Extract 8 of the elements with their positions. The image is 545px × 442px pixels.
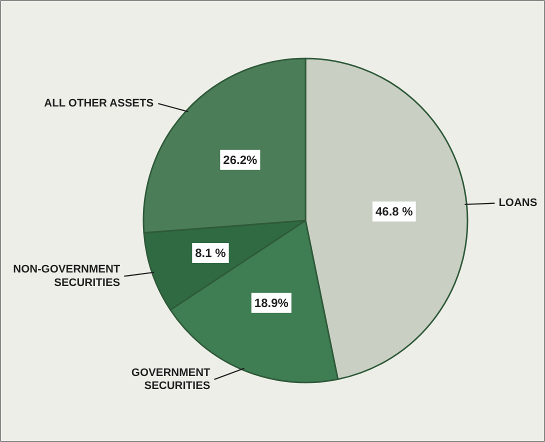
slice-label: GOVERNMENT SECURITIES [131,366,211,392]
data-label: 46.8 % [375,204,414,219]
data-label: 26.2% [223,152,258,167]
slice-label: NON-GOVERNMENT SECURITIES [13,264,120,289]
data-label: 18.9% [254,296,289,310]
slice-label: LOANS [498,197,538,210]
slice-label: ALL OTHER ASSETS [44,98,154,110]
data-label: 8.1 % [195,246,226,260]
